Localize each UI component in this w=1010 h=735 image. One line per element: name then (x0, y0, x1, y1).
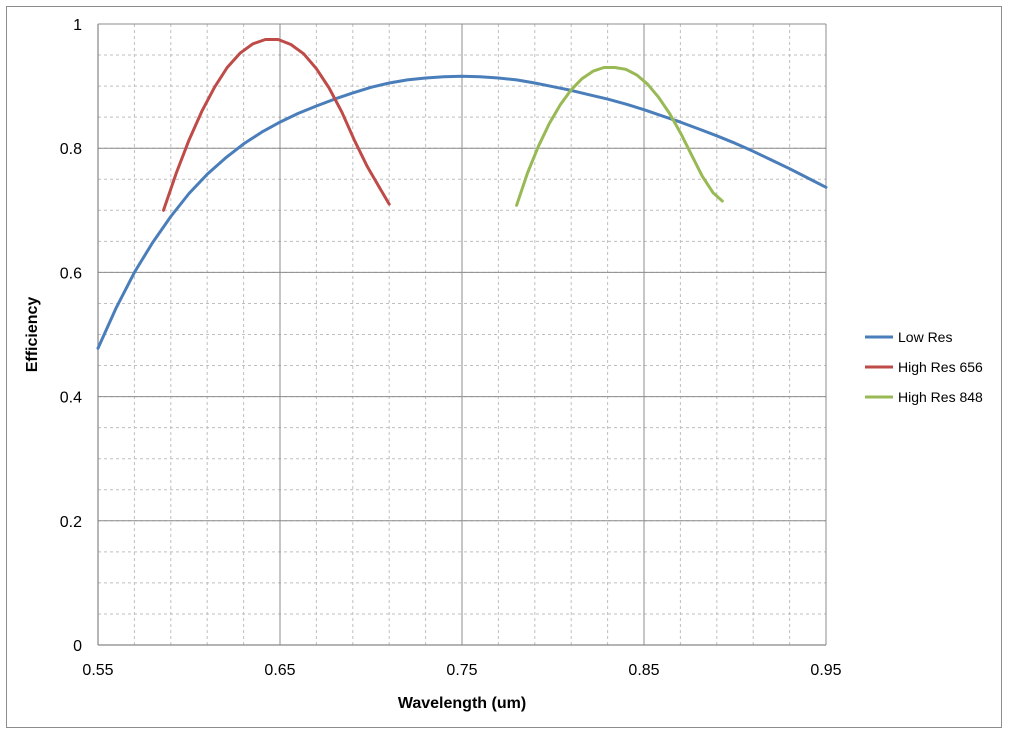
y-tick-label: 0.8 (60, 141, 82, 158)
grid (97, 23, 827, 646)
line-chart: 0.55 0.65 0.75 0.85 0.95 0 0.2 0.4 0.6 0.8 1 Wavel… (24, 17, 983, 712)
x-tick-label: 0.75 (446, 662, 477, 679)
series-line-2 (162, 38, 391, 212)
y-axis-title: Efficiency (24, 297, 41, 373)
y-tick-label: 1 (73, 17, 82, 34)
y-tick-label: 0.4 (60, 390, 82, 407)
tick-labels: 0.55 0.65 0.75 0.85 0.95 0 0.2 0.4 0.6 0.8 1 (60, 17, 842, 679)
y-tick-label: 0 (73, 638, 82, 655)
y-tick-label: 0.6 (60, 265, 82, 282)
legend-label: High Res 848 (898, 389, 983, 405)
series-group (96, 38, 828, 350)
x-tick-label: 0.95 (810, 662, 841, 679)
x-axis-title: Wavelength (um) (398, 695, 526, 712)
x-tick-label: 0.85 (628, 662, 659, 679)
legend: Low Res High Res 656 High Res 848 (865, 329, 983, 405)
legend-label: High Res 656 (898, 359, 983, 375)
x-tick-label: 0.55 (82, 662, 113, 679)
y-tick-label: 0.2 (60, 514, 82, 531)
x-tick-label: 0.65 (264, 662, 295, 679)
chart-container: 0.55 0.65 0.75 0.85 0.95 0 0.2 0.4 0.6 0.8 1 Wavel… (6, 6, 1002, 728)
series-line-3 (515, 66, 724, 207)
series-line-1 (96, 74, 828, 350)
legend-label: Low Res (898, 329, 952, 345)
